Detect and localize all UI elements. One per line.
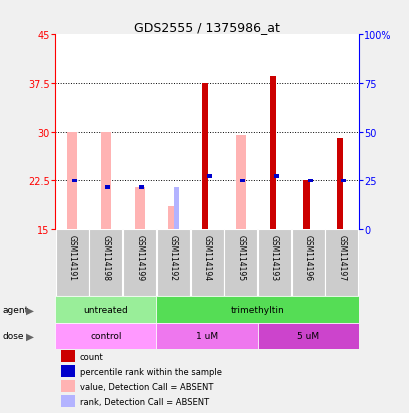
Bar xyxy=(61,395,75,407)
Bar xyxy=(257,230,290,297)
Bar xyxy=(156,323,257,349)
Text: GSM114196: GSM114196 xyxy=(303,234,312,280)
Bar xyxy=(307,179,312,183)
Text: GSM114195: GSM114195 xyxy=(236,234,245,280)
Bar xyxy=(67,132,77,230)
Bar xyxy=(269,77,275,230)
Text: rank, Detection Call = ABSENT: rank, Detection Call = ABSENT xyxy=(79,397,208,406)
Bar xyxy=(303,181,309,230)
Text: 1 uM: 1 uM xyxy=(196,332,218,340)
Text: trimethyltin: trimethyltin xyxy=(230,305,284,314)
Text: GSM114193: GSM114193 xyxy=(269,234,278,280)
Bar xyxy=(156,230,189,297)
Bar xyxy=(61,351,75,363)
Bar xyxy=(61,380,75,392)
Bar xyxy=(341,179,346,183)
Bar xyxy=(224,230,257,297)
Bar xyxy=(235,135,245,230)
Text: GSM114197: GSM114197 xyxy=(337,234,346,280)
Bar xyxy=(206,175,211,178)
Bar xyxy=(202,84,208,230)
Title: GDS2555 / 1375986_at: GDS2555 / 1375986_at xyxy=(134,21,279,34)
Bar xyxy=(105,185,110,189)
Bar xyxy=(325,230,357,297)
Text: 5 uM: 5 uM xyxy=(297,332,319,340)
Bar xyxy=(56,230,88,297)
Bar xyxy=(257,323,358,349)
Bar xyxy=(101,132,111,230)
Text: agent: agent xyxy=(2,305,28,314)
Bar xyxy=(139,185,144,189)
Text: GSM114199: GSM114199 xyxy=(135,234,144,280)
Bar xyxy=(174,188,179,230)
Text: count: count xyxy=(79,352,103,361)
Bar xyxy=(55,297,156,323)
Bar xyxy=(336,139,342,230)
Bar xyxy=(55,323,156,349)
Text: GSM114192: GSM114192 xyxy=(169,234,178,280)
Text: GSM114198: GSM114198 xyxy=(101,234,110,280)
Bar xyxy=(156,297,358,323)
Bar xyxy=(134,188,144,230)
Bar xyxy=(123,230,156,297)
Bar xyxy=(61,366,75,377)
Text: untreated: untreated xyxy=(83,305,128,314)
Text: dose: dose xyxy=(2,332,23,340)
Text: control: control xyxy=(90,332,121,340)
Text: ▶: ▶ xyxy=(26,331,34,341)
Text: GSM114194: GSM114194 xyxy=(202,234,211,280)
Text: value, Detection Call = ABSENT: value, Detection Call = ABSENT xyxy=(79,382,213,391)
Bar xyxy=(240,179,245,183)
Text: ▶: ▶ xyxy=(26,305,34,315)
Bar xyxy=(291,230,324,297)
Bar xyxy=(273,175,279,178)
Text: percentile rank within the sample: percentile rank within the sample xyxy=(79,367,221,376)
Bar xyxy=(190,230,223,297)
Text: GSM114191: GSM114191 xyxy=(67,234,76,280)
Bar xyxy=(89,230,122,297)
Bar xyxy=(72,179,76,183)
Bar xyxy=(168,207,178,230)
